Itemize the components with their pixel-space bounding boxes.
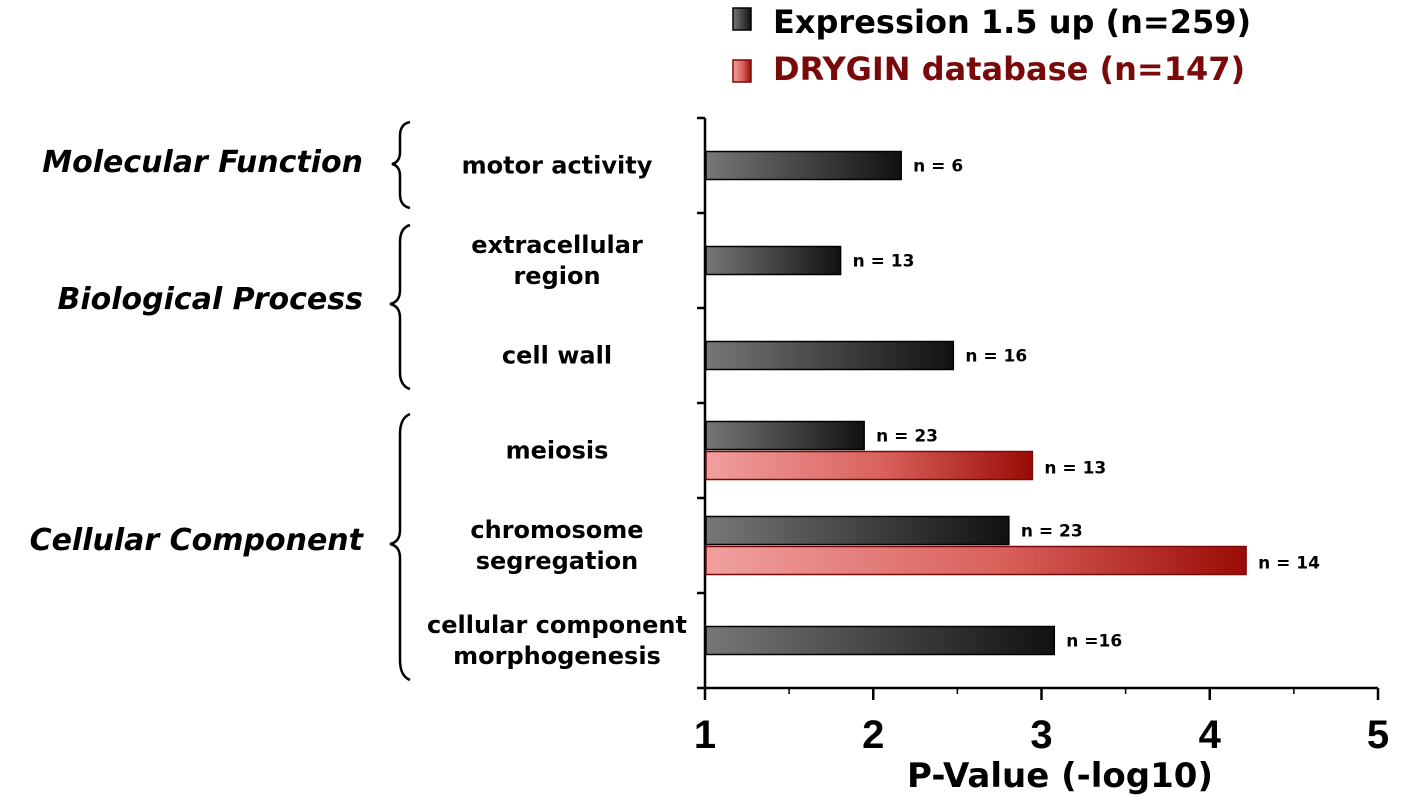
x-tick-label: 4 <box>1199 713 1222 757</box>
bar-label-expression: n = 6 <box>913 157 963 177</box>
legend: Expression 1.5 up (n=259) DRYGIN databas… <box>732 3 1251 88</box>
category-label: cell wall <box>502 342 612 370</box>
legend-label-expression: Expression 1.5 up (n=259) <box>773 3 1251 41</box>
brace-biological-process <box>389 223 411 391</box>
brace-molecular-function <box>391 120 411 210</box>
legend-entry-drygin: DRYGIN database (n=147) <box>732 50 1245 88</box>
x-tick-label: 3 <box>1030 713 1052 757</box>
bar-label-drygin: n = 13 <box>1044 459 1106 479</box>
bar-label-expression: n = 23 <box>876 427 938 447</box>
bar-label-expression: n =16 <box>1066 632 1122 652</box>
category-label: region <box>513 262 600 290</box>
category-label: extracellular <box>471 231 643 259</box>
bar-label-drygin: n = 14 <box>1258 554 1320 574</box>
x-tick-label: 2 <box>862 713 884 757</box>
legend-entry-expression: Expression 1.5 up (n=259) <box>732 3 1251 41</box>
category-labels: motor activity extracellular region cell wa… <box>427 152 687 671</box>
bars: n = 6 n = 13 n = 16 n = 23 n = 13 n = 23 n = 1… <box>705 150 1320 656</box>
bar-expression <box>705 625 1056 656</box>
x-tick-label: 5 <box>1367 713 1389 757</box>
bar-expression <box>705 150 902 181</box>
x-tick-label: 1 <box>694 713 716 757</box>
category-label: motor activity <box>462 152 653 180</box>
group-label-cellular-component: Cellular Component <box>30 523 365 558</box>
bar-label-expression: n = 13 <box>853 252 915 272</box>
bar-label-expression: n = 16 <box>965 347 1027 367</box>
category-label: meiosis <box>506 437 609 465</box>
y-axis-ticks <box>697 116 705 690</box>
bar-label-expression: n = 23 <box>1021 522 1083 542</box>
bar-expression <box>705 340 955 371</box>
category-label: morphogenesis <box>453 642 661 670</box>
x-axis-title: P-Value (-log10) <box>907 756 1213 796</box>
category-label: cellular component <box>427 611 687 639</box>
legend-swatch-drygin <box>732 59 752 83</box>
group-braces <box>389 120 411 682</box>
bar-drygin <box>705 450 1034 481</box>
legend-label-drygin: DRYGIN database (n=147) <box>773 50 1245 88</box>
legend-swatch-expression <box>732 7 752 31</box>
category-label: chromosome <box>470 516 643 544</box>
axes <box>703 118 1378 690</box>
category-label: segregation <box>476 547 639 575</box>
bar-expression <box>705 515 1010 546</box>
x-axis-ticks: 1 2 3 4 5 <box>694 688 1389 757</box>
group-label-molecular-function: Molecular Function <box>42 145 363 180</box>
bar-expression <box>705 420 865 451</box>
brace-cellular-component <box>389 412 411 682</box>
group-label-biological-process: Biological Process <box>58 282 363 317</box>
bar-expression <box>705 245 842 276</box>
bar-drygin <box>705 545 1247 576</box>
